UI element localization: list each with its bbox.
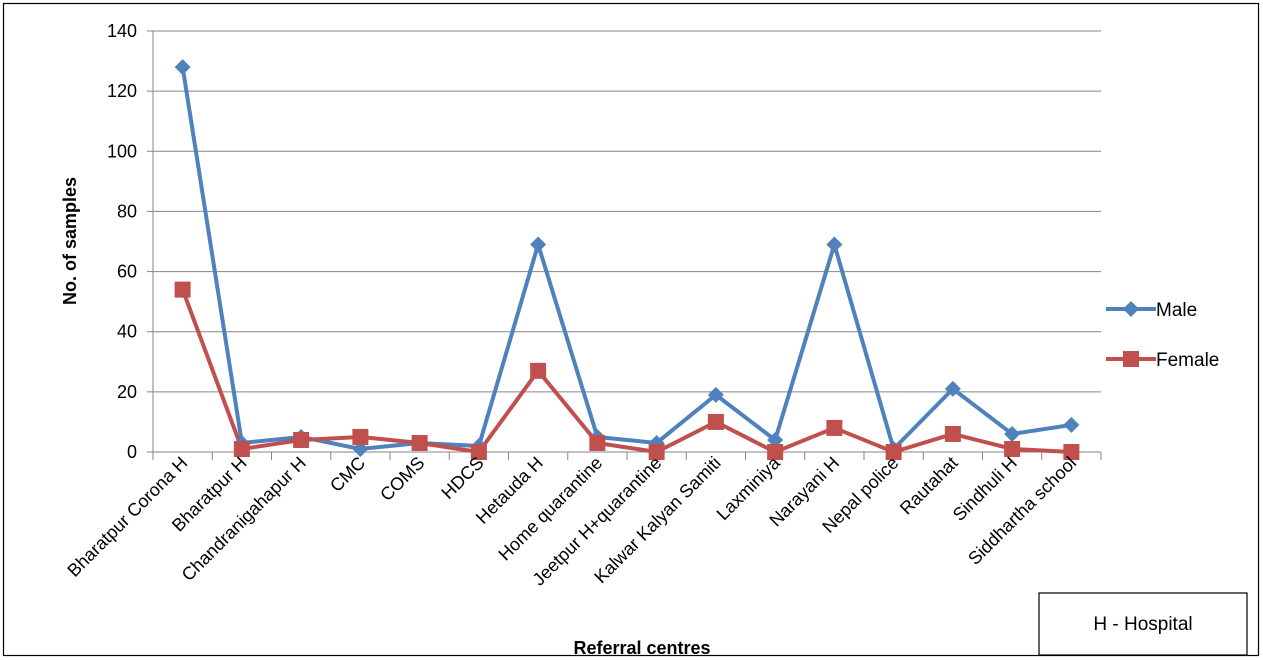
series-line-male [180, 65, 1074, 451]
y-tick-label: 0 [127, 442, 137, 462]
data-point-male [1063, 416, 1080, 433]
annotation-text: H - Hospital [1093, 614, 1192, 635]
data-point-male [174, 59, 191, 76]
data-point-female [826, 419, 843, 436]
data-point-male [707, 386, 724, 403]
data-point-female [1004, 440, 1021, 457]
data-point-female [174, 281, 191, 298]
data-point-female [293, 431, 310, 448]
y-tick-label: 140 [107, 21, 137, 41]
legend-label: Female [1156, 350, 1219, 371]
legend-label: Male [1156, 300, 1197, 321]
y-tick-label: 60 [117, 262, 137, 282]
y-tick-label: 80 [117, 201, 137, 221]
legend: Male Female [1106, 300, 1219, 371]
data-point-female [470, 444, 487, 460]
y-axis-title: No. of samples [60, 177, 80, 305]
data-point-male [944, 380, 961, 397]
legend-marker [1123, 351, 1139, 367]
data-point-female [530, 362, 547, 379]
series-lines [180, 65, 1074, 454]
legend-marker [1123, 301, 1139, 317]
y-tick-label: 40 [117, 322, 137, 342]
x-axis-title: Referral centres [573, 638, 710, 658]
data-point-female [944, 425, 961, 442]
y-tick-label: 20 [117, 382, 137, 402]
data-point-female [589, 434, 606, 451]
data-point-male [530, 236, 547, 253]
data-point-female [352, 428, 369, 445]
data-point-female [767, 444, 784, 460]
y-tick-label: 120 [107, 81, 137, 101]
annotation-box: H - Hospital [1038, 592, 1248, 656]
y-tick-label: 100 [107, 141, 137, 161]
series-markers [174, 59, 1080, 460]
data-point-female [885, 444, 902, 460]
data-point-female [707, 413, 724, 430]
data-point-male [826, 236, 843, 253]
series-line-female [180, 287, 1074, 454]
data-point-female [411, 434, 428, 451]
data-point-female [233, 440, 250, 457]
data-point-male [767, 431, 784, 448]
annotation-border [1038, 592, 1248, 656]
data-point-female [648, 444, 665, 460]
axes [147, 30, 1102, 460]
data-point-female [1063, 444, 1080, 460]
grid-lines [153, 30, 1101, 393]
data-point-male [352, 440, 369, 457]
data-point-male [1004, 425, 1021, 442]
